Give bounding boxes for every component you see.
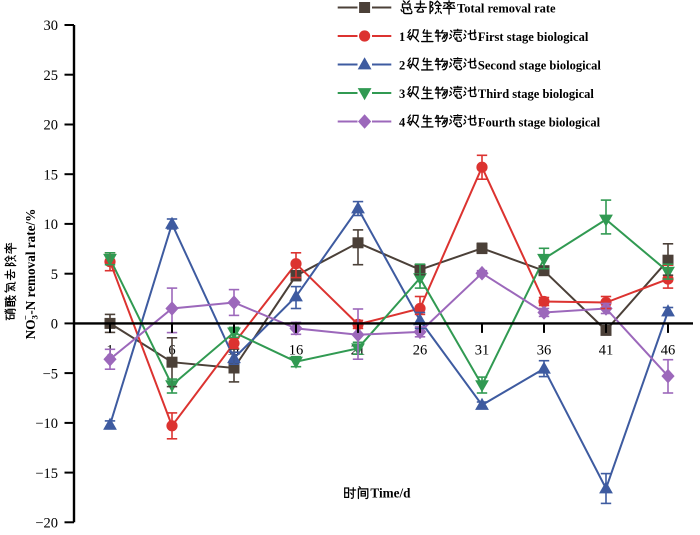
svg-text:−10: −10	[35, 416, 58, 432]
svg-text:1: 1	[399, 30, 405, 44]
svg-text:30: 30	[44, 18, 59, 34]
svg-text:Fourth stage biological: Fourth stage biological	[478, 115, 601, 129]
svg-text:5: 5	[51, 267, 58, 283]
svg-text:−20: −20	[35, 516, 58, 531]
svg-text:36: 36	[537, 343, 552, 359]
svg-text:20: 20	[44, 118, 59, 134]
svg-text:Second stage biological: Second stage biological	[478, 58, 601, 72]
svg-text:4: 4	[399, 115, 406, 129]
svg-text:Third stage biological: Third stage biological	[478, 87, 595, 101]
svg-text:0: 0	[51, 317, 58, 333]
svg-text:16: 16	[289, 343, 304, 359]
svg-text:2: 2	[399, 58, 405, 72]
svg-text:25: 25	[44, 68, 59, 84]
svg-text:Total removal rate: Total removal rate	[457, 1, 556, 15]
svg-text:Time/d: Time/d	[370, 486, 411, 501]
svg-text:31: 31	[475, 343, 490, 359]
svg-text:15: 15	[44, 167, 59, 183]
svg-text:41: 41	[599, 343, 614, 359]
svg-text:−15: −15	[35, 466, 58, 482]
svg-text:NO3−-N removal rate/%: NO3−-N removal rate/%	[21, 209, 40, 340]
svg-text:10: 10	[44, 217, 59, 233]
svg-text:46: 46	[661, 343, 676, 359]
svg-text:−5: −5	[43, 366, 58, 382]
svg-text:3: 3	[399, 87, 405, 101]
svg-text:26: 26	[413, 343, 428, 359]
svg-text:First stage biological: First stage biological	[478, 30, 589, 44]
